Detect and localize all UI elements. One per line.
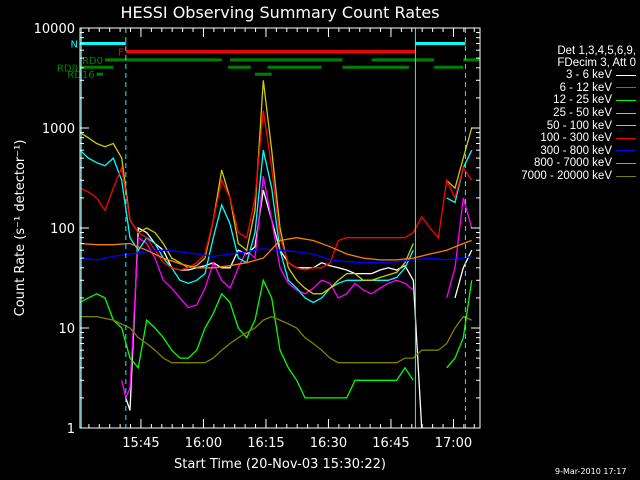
legend-swatch-8 xyxy=(616,175,636,177)
series-line-7 xyxy=(80,237,472,269)
legend-label-0: 3 - 6 keV xyxy=(565,69,612,82)
legend-header-line-1: Det 1,3,4,5,6,9, xyxy=(557,45,636,57)
state-bars-group: NFRD0RD8RD16 xyxy=(57,39,480,81)
legend-entry-5: 100 - 300 keV xyxy=(484,132,636,145)
legend-label-6: 300 - 800 keV xyxy=(540,144,612,157)
legend-entry-1: 6 - 12 keV xyxy=(484,82,636,95)
legend-swatch-2 xyxy=(616,99,636,101)
legend-swatch-1 xyxy=(616,87,636,89)
legend-swatch-5 xyxy=(616,137,636,139)
series-line-4 xyxy=(80,80,473,295)
legend-label-2: 12 - 25 keV xyxy=(553,94,612,107)
legend-entry-3: 25 - 50 keV xyxy=(484,107,636,120)
y-tick-label-1: 10 xyxy=(58,322,75,337)
y-tick-label-3: 1000 xyxy=(42,122,75,137)
state-bar-label-0: N xyxy=(71,39,78,50)
vertical-markers-group xyxy=(80,28,466,428)
series-line-5 xyxy=(80,110,473,271)
legend-entry-2: 12 - 25 keV xyxy=(484,94,636,107)
legend-label-7: 800 - 7000 keV xyxy=(533,157,612,170)
chart-title: HESSI Observing Summary Count Rates xyxy=(120,3,439,22)
y-tick-label-0: 1 xyxy=(67,422,75,437)
legend-swatch-0 xyxy=(616,74,636,76)
x-tick-label-3: 16:30 xyxy=(310,436,347,451)
series-line-8 xyxy=(80,315,472,364)
legend-swatch-6 xyxy=(616,150,636,152)
state-bar-label-1: F xyxy=(118,48,124,59)
legend-label-4: 50 - 100 keV xyxy=(546,119,612,132)
legend-entry-6: 300 - 800 keV xyxy=(484,145,636,158)
series-line-0 xyxy=(125,189,473,428)
series-line-6 xyxy=(80,248,472,264)
axes-group: 15:45 16:00 16:15 16:30 16:45 17:00 1 10 100 1000… xyxy=(34,22,480,451)
legend-label-3: 25 - 50 keV xyxy=(553,107,612,120)
legend-label-8: 7000 - 20000 keV xyxy=(521,170,612,183)
legend-entry-4: 50 - 100 keV xyxy=(484,119,636,132)
x-tick-label-0: 15:45 xyxy=(122,436,159,451)
timestamp: 9-Mar-2010 17:17 xyxy=(555,467,627,476)
legend-label-5: 100 - 300 keV xyxy=(540,132,612,145)
legend-swatch-7 xyxy=(616,162,636,164)
series-line-1 xyxy=(121,175,473,400)
x-tick-label-4: 16:45 xyxy=(372,436,409,451)
state-bar-label-2: RD0 xyxy=(82,56,103,67)
y-tick-label-2: 100 xyxy=(50,222,75,237)
legend-header-line-2: FDecim 3, Att 0 xyxy=(557,57,636,69)
data-series-group xyxy=(80,80,473,428)
y-axis-label: Count Rate (s⁻¹ detector⁻¹) xyxy=(13,140,28,317)
x-axis-label: Start Time (20-Nov-03 15:30:22) xyxy=(174,457,386,472)
legend-swatch-4 xyxy=(616,125,636,127)
legend-label-1: 6 - 12 keV xyxy=(559,81,612,94)
x-tick-label-5: 17:00 xyxy=(435,436,472,451)
legend-entry-7: 800 - 7000 keV xyxy=(484,157,636,170)
legend: Det 1,3,4,5,6,9, FDecim 3, Att 0 3 - 6 k… xyxy=(484,45,636,182)
y-tick-label-4: 10000 xyxy=(34,22,75,37)
state-bar-label-3: RD8 xyxy=(57,63,78,74)
legend-entry-8: 7000 - 20000 keV xyxy=(484,170,636,183)
series-line-2 xyxy=(80,278,473,399)
x-tick-label-2: 16:15 xyxy=(247,436,284,451)
legend-swatch-3 xyxy=(616,112,636,114)
x-tick-label-1: 16:00 xyxy=(185,436,222,451)
legend-entry-0: 3 - 6 keV xyxy=(484,69,636,82)
